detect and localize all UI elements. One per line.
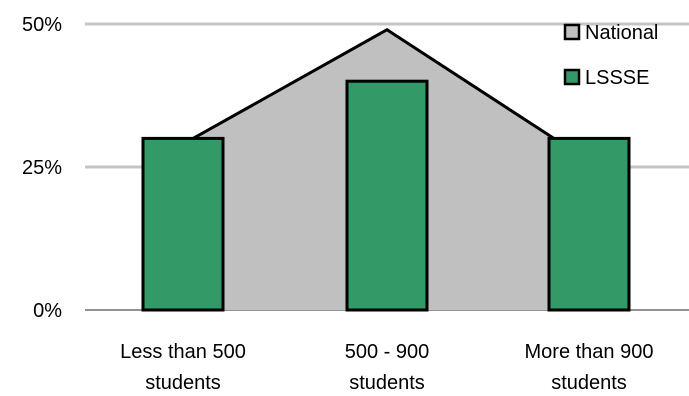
legend-swatch-1 (563, 68, 581, 86)
x-tick-label: 500 - 900 students (345, 341, 430, 391)
y-tick-label: 50% (22, 14, 62, 36)
x-tick-label-line: 500 - 900 (345, 341, 430, 363)
x-tick-label-line: students (145, 372, 221, 391)
bar-lsse-2 (547, 136, 631, 312)
x-tick-label-line: students (551, 372, 627, 391)
legend: National LSSSE (563, 22, 658, 89)
legend-swatch-0 (563, 23, 581, 41)
x-tick-label-line: More than 900 (525, 341, 654, 363)
area-national-line (182, 27, 590, 163)
x-tick-label: More than 900 students (525, 341, 654, 391)
x-tick-label-line: Less than 500 (120, 341, 246, 363)
x-tick-label-line: students (349, 372, 425, 391)
bar-series-layer (141, 79, 631, 312)
legend-label: LSSSE (585, 67, 649, 89)
y-axis-tick-labels: 0% 25% 50% (22, 14, 62, 322)
y-tick-label: 0% (33, 300, 62, 322)
bar-lsse-0 (141, 136, 225, 312)
x-tick-label: Less than 500 students (120, 341, 246, 391)
y-tick-label: 25% (22, 157, 62, 179)
bar-lsse-1 (345, 79, 429, 312)
legend-label: National (585, 22, 658, 44)
